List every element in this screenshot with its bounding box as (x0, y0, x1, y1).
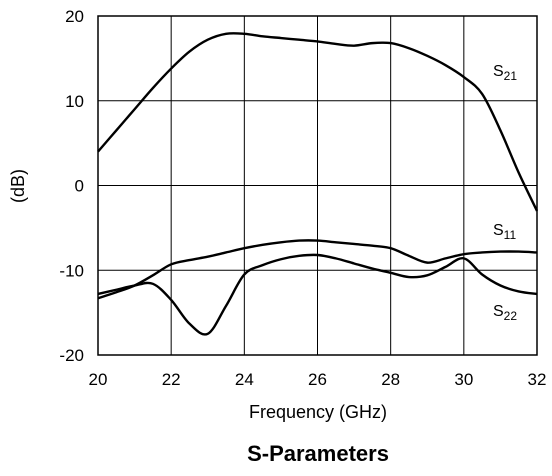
x-axis-label: Frequency (GHz) (249, 402, 387, 422)
y-axis-label: (dB) (8, 169, 28, 203)
y-tick-label: 20 (65, 7, 84, 26)
x-tick-label: 32 (528, 370, 547, 389)
y-tick-label: -20 (59, 346, 84, 365)
series-line-s22 (97, 253, 538, 336)
x-tick-label: 24 (235, 370, 254, 389)
y-tick-label: 10 (65, 92, 84, 111)
series-line-s11 (97, 239, 538, 300)
x-tick-label: 28 (381, 370, 400, 389)
data-series (97, 32, 539, 336)
x-tick-label: 30 (454, 370, 473, 389)
series-label-s22: S22 (493, 303, 517, 323)
plot-frame (97, 15, 538, 356)
y-tick-label: 0 (75, 177, 84, 196)
y-tick-label: -10 (59, 261, 84, 280)
x-tick-label: 20 (89, 370, 108, 389)
x-tick-label: 22 (162, 370, 181, 389)
x-tick-label: 26 (308, 370, 327, 389)
series-line-s21 (97, 32, 539, 212)
chart-title: S-Parameters (247, 441, 389, 466)
tick-labels: 20 22 24 26 28 30 32 -20 -10 0 10 20 (59, 7, 546, 389)
